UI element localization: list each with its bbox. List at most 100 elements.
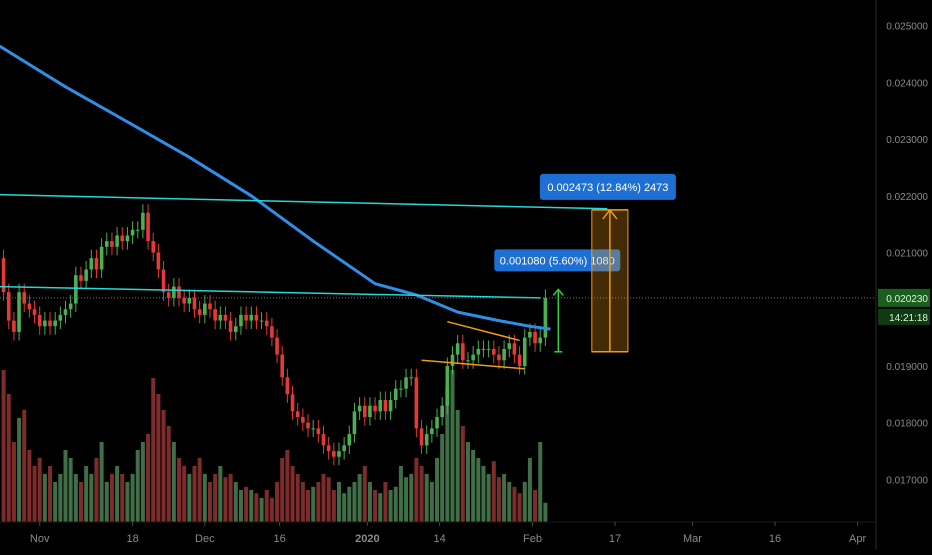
candle-body [430,428,434,435]
volume-bar [522,482,527,522]
volume-bar [517,493,522,522]
volume-bar [238,490,243,522]
time-tick-label: 14 [433,533,445,545]
candle-body [197,309,202,315]
candle-body [151,241,156,253]
candle-body [120,235,125,242]
candle-body [486,348,491,350]
volume-bar [378,493,383,522]
volume-bar [496,477,501,522]
volume-bar [533,490,538,522]
measure-large-label-box [539,173,676,200]
volume-bar [404,477,409,522]
volume-bar [228,474,233,522]
volume-bar [1,370,6,522]
candle-body [404,377,408,389]
candle-body [280,354,285,378]
candle-body [203,303,207,315]
volume-bar [177,458,182,522]
volume-bar [409,474,414,522]
candle-body [208,303,212,310]
candle-body [187,297,192,304]
candle-body [543,297,548,338]
candle-body [125,235,130,242]
volume-bar [352,482,357,522]
candle-body [249,314,254,321]
candle-body [79,275,83,281]
volume-bar [223,477,228,522]
volume-bar [244,486,249,522]
candle-body [146,212,150,242]
candle-body [156,252,161,270]
volume-bar [84,466,89,522]
candle-body [414,377,419,429]
candle-body [68,303,73,310]
drawings: 0.001080 (5.60%) 1080 0.002473 (12.84%) 2… [0,44,876,370]
volume-bar [58,474,63,522]
volume-bar [527,458,532,522]
volume-bar [109,474,114,522]
upper-trendline [0,193,608,210]
volume-bar [187,474,192,522]
candle-body [342,445,346,452]
candle-body [48,320,52,327]
volume-bar [22,410,27,522]
price-tick-label: 0.024000 [886,78,928,89]
price-tick-label: 0.025000 [886,22,928,33]
volume-bar [445,386,450,522]
candle-body [435,417,439,429]
candle-body [285,377,290,395]
candle-body [223,314,228,321]
candle-body [115,235,119,247]
price-tick-label: 0.017000 [886,475,928,486]
candle-body [491,348,496,355]
volume-bar [507,482,512,522]
candle-body [471,354,475,361]
candle-body [192,297,197,310]
volume-bar [202,474,207,522]
volume-bar [476,458,481,522]
volume-bar [213,474,218,522]
candle-body [99,246,104,270]
volume-bar [151,378,156,522]
volume-bar [42,474,47,522]
candle-body [177,286,181,298]
candle-body [368,405,372,418]
candle-body [481,348,486,350]
measure-small-label: 0.001080 (5.60%) 1080 [500,255,615,267]
candle-body [337,451,341,457]
measure-large-arrow [602,208,618,220]
price-tick-label: 0.019000 [886,362,928,373]
volume-bar [218,466,223,522]
volume-bar [440,434,445,522]
price-tick-label: 0.021000 [886,248,928,259]
volume-bar [89,474,94,522]
volume-bar [120,474,125,522]
volume-bar [367,482,372,522]
volume-bar [543,502,548,522]
volume-bar [295,474,300,522]
price-tick-label: 0.018000 [886,419,928,430]
candle-body [424,434,429,446]
volume-bar [11,442,16,522]
volume-bar [146,434,151,522]
candle-body [347,434,352,446]
candle-body [393,388,398,401]
candle-body [476,348,481,355]
volume-bar [125,482,130,522]
volume-bar [331,490,336,522]
candle-body [141,212,145,230]
volume-bars [1,370,548,522]
candle-body [1,258,6,293]
volume-bar [321,474,326,522]
volume-bar [471,450,476,522]
volume-bar [130,474,135,522]
volume-bar [259,498,264,522]
candle-body [43,320,47,327]
volume-bar [233,482,238,522]
candle-body [32,309,37,315]
candle-body [383,400,388,412]
candle-body [130,229,135,236]
volume-bar [53,482,58,522]
